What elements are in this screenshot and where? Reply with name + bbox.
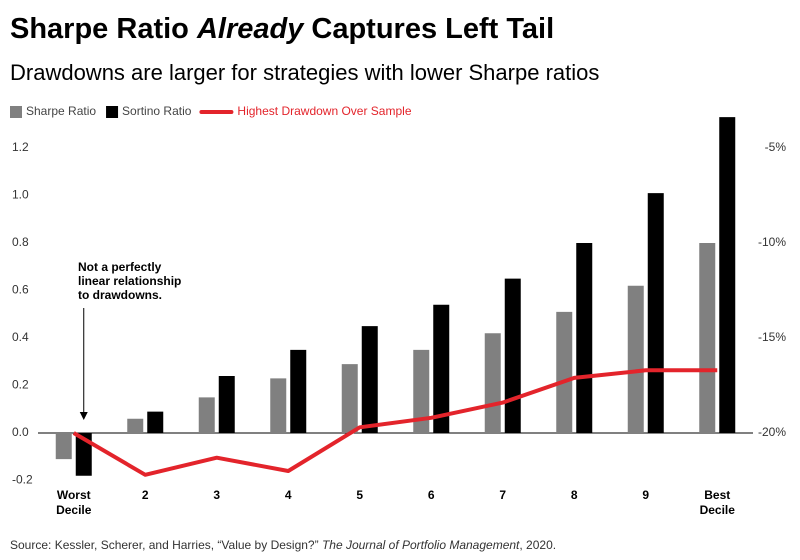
x-tick-label: 9 <box>642 488 649 502</box>
y-tick-label: 0.6 <box>12 283 29 297</box>
x-tick-line: Worst <box>57 488 91 502</box>
bar <box>75 433 92 476</box>
source-part: The Journal of Portfolio Management <box>322 538 520 552</box>
x-tick-line: Best <box>704 488 730 502</box>
legend-label: Sharpe Ratio <box>26 104 96 118</box>
line <box>72 368 718 477</box>
bar <box>341 364 358 433</box>
bar <box>127 418 144 433</box>
bar <box>413 349 430 433</box>
bar <box>198 397 215 433</box>
x-tick-label: 8 <box>571 488 578 502</box>
bar <box>699 243 716 433</box>
bar <box>719 117 736 433</box>
bar <box>556 311 573 433</box>
annotation: to drawdowns. <box>78 288 162 302</box>
y-tick-label: 0.4 <box>12 330 29 344</box>
bar <box>290 349 307 433</box>
bar <box>484 333 501 433</box>
y-tick-label: 1.2 <box>12 140 29 154</box>
legend-swatch <box>10 106 22 118</box>
y-tick-label: 0.8 <box>12 235 29 249</box>
x-tick-label: 6 <box>428 488 435 502</box>
x-tick-label: 4 <box>285 488 292 502</box>
bar <box>55 433 72 460</box>
bar <box>270 378 287 433</box>
legend-label: Sortino Ratio <box>122 104 192 118</box>
x-tick-line: Decile <box>56 503 92 517</box>
source: Source: Kessler, Scherer, and Harries, “… <box>10 538 556 552</box>
y2-tick-label: -20% <box>758 425 786 439</box>
y-tick-label: 1.0 <box>12 188 29 202</box>
title-part: Already <box>196 13 305 45</box>
title-part: Sharpe Ratio <box>10 13 197 45</box>
y-tick-label: -0.2 <box>12 473 33 487</box>
bar <box>627 285 644 433</box>
annotation-arrowhead <box>79 412 88 420</box>
y2-tick-label: -10% <box>758 235 786 249</box>
legend-label: Highest Drawdown Over Sample <box>237 104 411 118</box>
y-tick-label: 0.2 <box>12 378 29 392</box>
chart-title: Sharpe Ratio Already Captures Left Tail <box>10 13 554 45</box>
bar <box>147 411 164 433</box>
y2-tick-label: -15% <box>758 330 786 344</box>
y2-tick-label: -5% <box>765 140 787 154</box>
bar <box>361 326 378 433</box>
x-tick-line: Decile <box>700 503 736 517</box>
x-tick-label: Best Decile <box>700 488 736 517</box>
annotation: Not a perfectly <box>78 260 162 274</box>
chart-subtitle: Drawdowns are larger for strategies with… <box>10 60 599 85</box>
bar <box>218 376 235 433</box>
x-tick-label: 5 <box>356 488 363 502</box>
bar <box>576 243 593 433</box>
y-tick-label: 0.0 <box>12 425 29 439</box>
source-part: , 2020. <box>519 538 556 552</box>
x-tick-label: Worst Decile <box>56 488 92 517</box>
bar <box>433 304 450 433</box>
x-tick-label: 2 <box>142 488 149 502</box>
annotation: linear relationship <box>78 274 181 288</box>
legend-swatch <box>106 106 119 118</box>
bar <box>647 193 664 433</box>
source-part: Source: Kessler, Scherer, and Harries, “… <box>10 538 322 552</box>
x-tick-label: 7 <box>499 488 506 502</box>
bar <box>504 278 521 433</box>
x-tick-label: 3 <box>213 488 220 502</box>
title-part: Captures Left Tail <box>303 13 554 45</box>
